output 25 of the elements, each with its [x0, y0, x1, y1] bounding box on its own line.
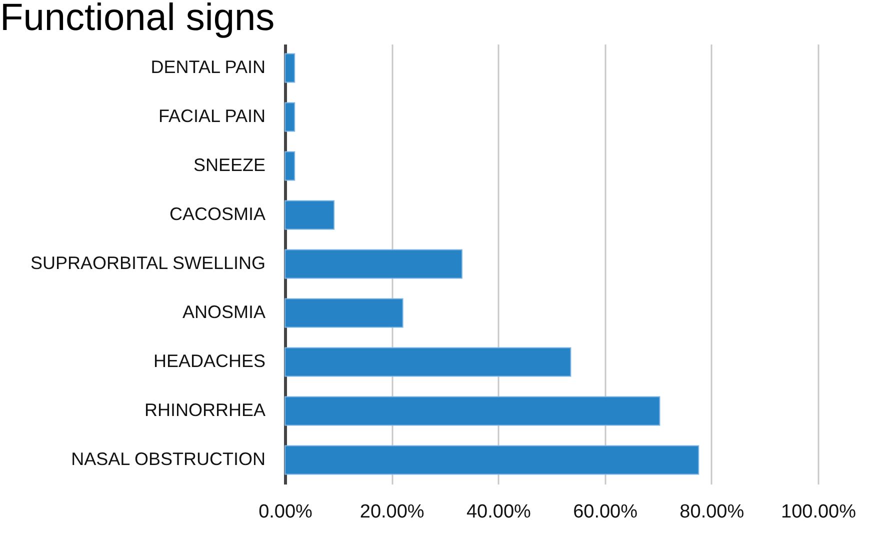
x-tick-label: 20.00% [360, 502, 424, 522]
bar [284, 396, 660, 426]
y-tick-label: NASAL OBSTRUCTION [71, 448, 266, 469]
y-tick-label: SNEEZE [193, 155, 266, 176]
x-tick-label: 80.00% [680, 502, 744, 522]
y-tick-label: SUPRAORBITAL SWELLING [30, 253, 266, 273]
x-tick-label: 0.00% [258, 502, 313, 522]
bar [284, 102, 296, 132]
y-tick-label: CACOSMIA [169, 204, 266, 224]
bar [284, 151, 296, 181]
bar [284, 53, 296, 83]
bar [284, 298, 404, 328]
bar [284, 200, 335, 230]
bar [284, 347, 572, 377]
x-tick-label: 40.00% [466, 502, 532, 522]
y-tick-label: ANOSMIA [182, 302, 266, 322]
x-tick-label: 60.00% [573, 502, 638, 522]
bar [284, 249, 462, 279]
chart-title: Functional signs [0, 0, 275, 39]
y-tick-label: RHINORRHEA [144, 400, 266, 420]
y-tick-label: FACIAL PAIN [158, 106, 266, 126]
y-tick-label: DENTAL PAIN [150, 57, 266, 78]
y-tick-label: HEADACHES [153, 350, 266, 371]
bar [284, 445, 700, 475]
x-tick-label: 100.00% [780, 502, 856, 522]
